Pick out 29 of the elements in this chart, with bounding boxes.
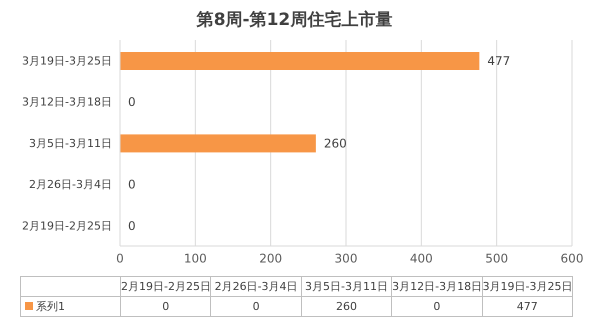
x-tick-label: 100	[184, 252, 207, 266]
text: 0	[433, 300, 440, 313]
category-label: 2月19日-2月25日	[121, 280, 211, 293]
text: 260	[336, 300, 357, 313]
category-label: 2月26日-3月4日	[214, 280, 298, 293]
text: 477	[516, 300, 538, 313]
category-label: 3月19日-3月25日	[482, 280, 573, 293]
text: 0	[252, 300, 260, 313]
data-label: 0	[128, 178, 136, 192]
y-tick-label: 3月12日-3月18日	[22, 96, 112, 109]
x-tick-label: 500	[485, 252, 508, 266]
x-tick-label: 0	[116, 252, 124, 266]
chart-title: 第8周-第12周住宅上市量	[196, 9, 394, 31]
x-tick-label: 300	[334, 252, 358, 266]
category-label: 3月12日-3月18日	[392, 280, 482, 293]
y-tick-label: 3月5日-3月11日	[29, 136, 112, 150]
data-label: 477	[487, 54, 510, 68]
y-tick-label: 2月19日-2月25日	[22, 219, 112, 232]
data-label: 260	[324, 136, 347, 150]
x-tick-label: 600	[560, 252, 584, 266]
data-label: 0	[128, 218, 136, 233]
legend-label: 系列1	[20, 296, 120, 316]
x-tick-label: 400	[410, 252, 433, 266]
text: 0	[162, 300, 170, 313]
data-label: 0	[128, 95, 136, 110]
category-label: 3月5日-3月11日	[304, 280, 388, 293]
x-tick-label: 200	[259, 252, 282, 266]
y-tick-label: 2月26日-3月4日	[29, 178, 112, 192]
y-tick-label: 3月19日-3月25日	[22, 54, 112, 68]
